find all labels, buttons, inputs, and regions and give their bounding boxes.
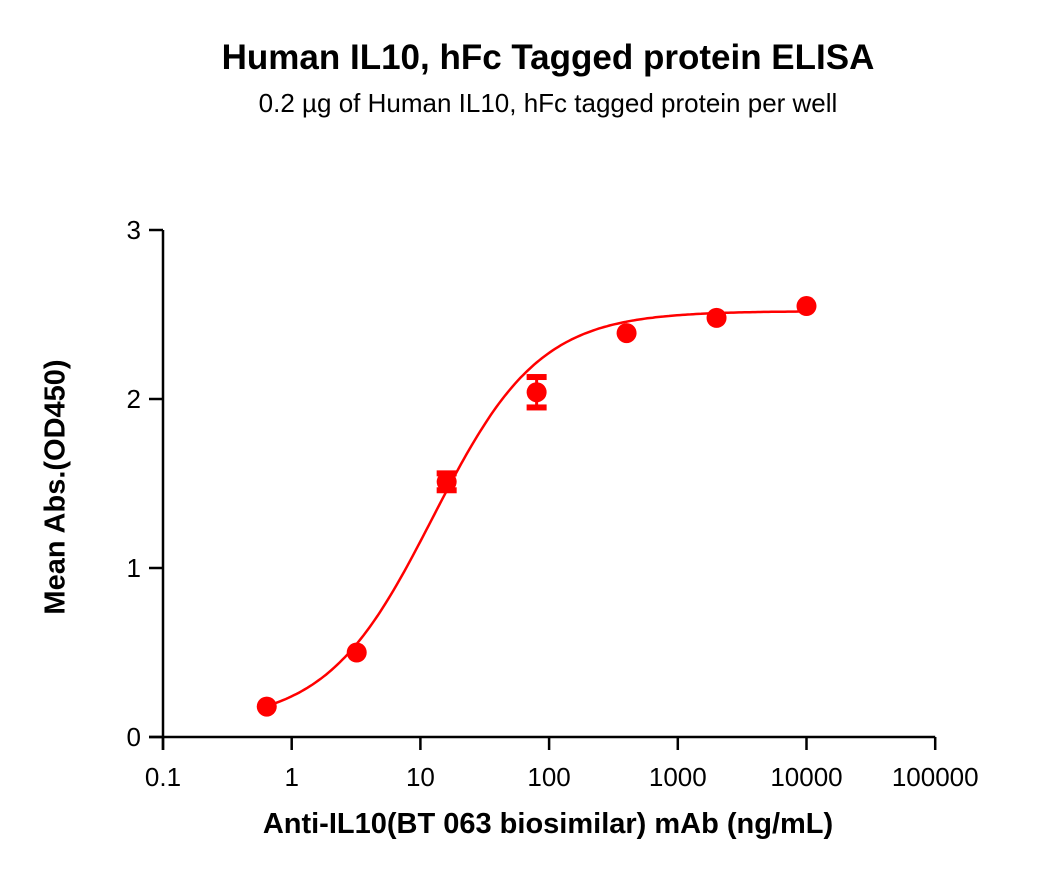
data-point (436, 471, 457, 492)
x-tick-label: 100 (527, 762, 570, 792)
data-point (706, 307, 727, 328)
x-tick-label: 1 (284, 762, 298, 792)
y-tick-label: 0 (127, 722, 141, 752)
chart-title: Human IL10, hFc Tagged protein ELISA (221, 38, 875, 77)
x-tick-label: 1000 (649, 762, 707, 792)
error-cap (526, 374, 547, 381)
x-tick-label: 0.1 (145, 762, 181, 792)
y-tick-label: 1 (127, 553, 141, 583)
x-tick-label: 10 (406, 762, 435, 792)
fit-curve (266, 310, 807, 708)
data-point (256, 696, 277, 717)
error-cap (526, 404, 547, 411)
x-tick-label: 100000 (892, 762, 979, 792)
x-tick-label: 10000 (770, 762, 842, 792)
data-point (346, 642, 367, 663)
axes: 0 1 2 3 0.1 1 10 100 1000 10000 100000 (127, 215, 979, 792)
y-tick-label: 3 (127, 215, 141, 245)
data-points (256, 296, 817, 717)
x-axis-label: Anti-IL10(BT 063 biosimilar) mAb (ng/mL) (262, 808, 834, 840)
data-point (796, 296, 817, 317)
chart-subtitle: 0.2 µg of Human IL10, hFc tagged protein… (258, 88, 838, 118)
data-point (616, 323, 637, 344)
y-tick-label: 2 (127, 384, 141, 414)
fit-curve-path (266, 310, 807, 708)
data-point (526, 382, 547, 403)
